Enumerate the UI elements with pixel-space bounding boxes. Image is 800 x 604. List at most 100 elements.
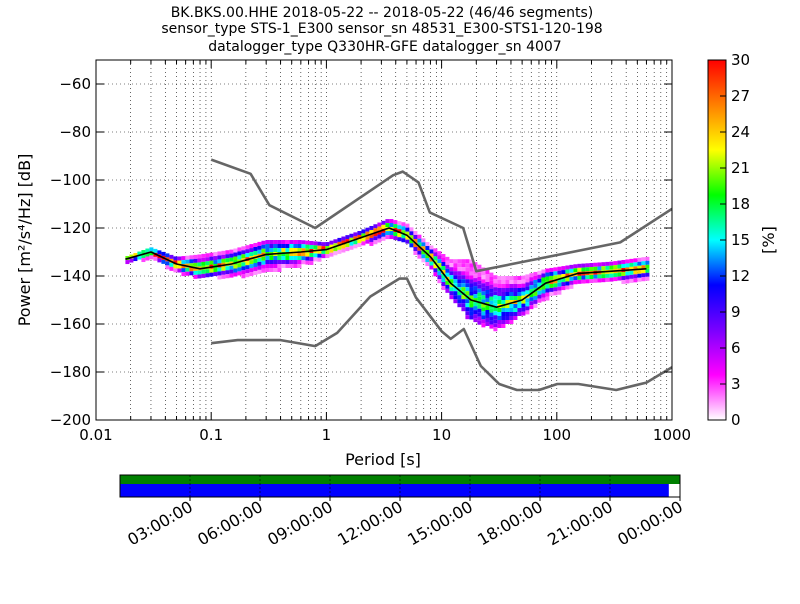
heatmap-cell (353, 240, 358, 245)
heatmap-cell (533, 275, 538, 280)
y-tick-label: −140 (50, 267, 91, 285)
heatmap-cell (513, 288, 518, 292)
heatmap-cell (457, 303, 462, 308)
heatmap-cell (293, 244, 298, 248)
heatmap-cell (165, 265, 170, 270)
heatmap-cell (305, 244, 310, 249)
heatmap-cell (361, 237, 366, 242)
heatmap-cell (617, 272, 622, 277)
heatmap-cell (529, 277, 534, 282)
heatmap-cell (533, 299, 538, 304)
heatmap-cell (429, 261, 434, 266)
heatmap-cell (537, 270, 542, 275)
chart-title-line-3: datalogger_type Q330HR-GFE datalogger_sn… (208, 39, 561, 55)
heatmap-cell (501, 288, 506, 292)
heatmap-cell (461, 299, 466, 304)
heatmap-cell (289, 240, 294, 244)
colorbar-tick-label: 15 (731, 231, 750, 249)
heatmap-cell (333, 243, 338, 248)
colorbar-tick-label: 21 (731, 159, 750, 177)
heatmap-cell (489, 304, 494, 309)
heatmap-cell (377, 238, 382, 243)
heatmap-cell (269, 248, 274, 252)
y-tick-label: −60 (59, 75, 91, 93)
heatmap-cell (177, 268, 182, 273)
heatmap-cell (621, 263, 626, 268)
plot-frame (95, 59, 673, 421)
heatmap-cell (353, 236, 358, 241)
heatmap-cell (261, 248, 266, 253)
heatmap-cell (125, 260, 130, 265)
heatmap-cell (585, 267, 590, 272)
heatmap-cell (601, 274, 606, 279)
heatmap-cell (257, 249, 262, 254)
heatmap-cell (533, 291, 538, 296)
heatmap-cell (633, 270, 638, 275)
time-tick-label: 06:00:00 (194, 497, 266, 549)
heatmap-cell (309, 260, 314, 265)
heatmap-cell (465, 307, 470, 312)
heatmap-cell (337, 241, 342, 246)
heatmap-cell (529, 285, 534, 290)
heatmap-cell (441, 262, 446, 267)
heatmap-cell (381, 224, 386, 229)
heatmap-cell (225, 270, 230, 275)
heatmap-cell (273, 260, 278, 264)
heatmap-cell (281, 244, 286, 248)
heatmap-cell (485, 305, 490, 310)
heatmap-cell (197, 258, 202, 263)
heatmap-cell (425, 246, 430, 251)
heatmap-cell (189, 255, 194, 260)
heatmap-cell (473, 278, 478, 283)
heatmap-cell (337, 237, 342, 242)
heatmap-cell (645, 264, 650, 269)
heatmap-cell (597, 266, 602, 271)
series-line-mean (125, 227, 647, 309)
heatmap-cell (269, 244, 274, 248)
heatmap-cell (417, 250, 422, 255)
heatmap-cell (277, 248, 282, 252)
heatmap-cell (245, 261, 250, 266)
heatmap-cell (273, 268, 278, 272)
heatmap-cell (641, 273, 646, 278)
heatmap-cell (257, 269, 262, 274)
heatmap-cell (409, 231, 414, 236)
heatmap-cell (437, 251, 442, 256)
heatmap-cell (345, 243, 350, 248)
x-tick-label: 1 (322, 426, 332, 444)
heatmap-cell (645, 256, 650, 261)
heatmap-cell (593, 278, 598, 283)
heatmap-cell (521, 311, 526, 316)
heatmap-cell (241, 274, 246, 279)
heatmap-cell (549, 271, 554, 276)
heatmap-cell (413, 242, 418, 247)
heatmap-cell (253, 246, 258, 251)
heatmap-cell (509, 320, 514, 324)
heatmap-cell (341, 240, 346, 245)
heatmap-cell (197, 262, 202, 267)
heatmap-cell (573, 280, 578, 285)
heatmap-cell (409, 227, 414, 232)
heatmap-cell (337, 245, 342, 250)
heatmap-cell (297, 240, 302, 244)
x-tick-label: 10 (432, 426, 451, 444)
y-tick-label: −180 (50, 363, 91, 381)
heatmap-cell (501, 320, 506, 324)
heatmap-cell (185, 259, 190, 264)
heatmap-cell (417, 242, 422, 247)
heatmap-cell (297, 264, 302, 268)
heatmap-cell (521, 299, 526, 304)
heatmap-cell (377, 230, 382, 235)
heatmap-cell (457, 291, 462, 296)
heatmap-cell (229, 253, 234, 258)
heatmap-cell (257, 241, 262, 246)
heatmap-cell (449, 259, 454, 264)
y-tick-label: −160 (50, 315, 91, 333)
heatmap-cell (413, 238, 418, 243)
heatmap-cell (141, 250, 146, 255)
heatmap-cell (189, 263, 194, 268)
heatmap-cell (589, 275, 594, 280)
heatmap-cell (565, 265, 570, 270)
heatmap-cell (601, 262, 606, 267)
heatmap-cell (277, 244, 282, 248)
